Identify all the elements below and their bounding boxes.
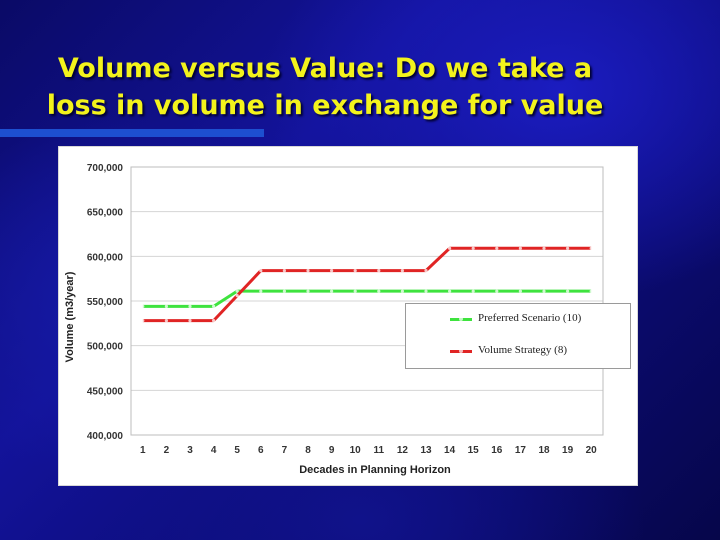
data-point-volume-strategy-8: [259, 269, 263, 273]
data-point-preferred-scenario-10: [282, 289, 286, 293]
title-underline-bar: [0, 129, 264, 137]
y-tick-label: 600,000: [87, 252, 124, 263]
y-tick-label: 650,000: [87, 208, 124, 219]
x-tick-label: 14: [444, 445, 456, 456]
data-point-preferred-scenario-10: [566, 289, 570, 293]
x-tick-label: 20: [586, 445, 598, 456]
data-point-preferred-scenario-10: [424, 289, 428, 293]
data-point-volume-strategy-8: [282, 269, 286, 273]
x-tick-label: 11: [374, 445, 385, 456]
y-tick-label: 500,000: [87, 342, 124, 353]
data-point-volume-strategy-8: [330, 269, 334, 273]
data-point-volume-strategy-8: [518, 246, 522, 250]
data-point-volume-strategy-8: [164, 319, 168, 323]
data-point-volume-strategy-8: [542, 246, 546, 250]
x-tick-label: 19: [562, 445, 574, 456]
data-point-preferred-scenario-10: [377, 289, 381, 293]
data-point-volume-strategy-8: [566, 246, 570, 250]
y-axis-title: Volume (m3/year): [64, 271, 76, 362]
y-tick-label: 700,000: [87, 163, 124, 174]
slide-title: Volume versus Value: Do we take a loss i…: [0, 50, 650, 124]
legend-label-preferred-scenario: Preferred Scenario (10): [478, 312, 582, 324]
data-point-volume-strategy-8: [471, 246, 475, 250]
x-tick-label: 8: [305, 445, 311, 456]
chart-frame: 400,000 450,000 500,000 550,000 600,000 650,0…: [58, 146, 638, 486]
x-tick-label: 18: [538, 445, 550, 456]
data-point-preferred-scenario-10: [518, 289, 522, 293]
data-point-volume-strategy-8: [424, 269, 428, 273]
data-point-volume-strategy-8: [306, 269, 310, 273]
data-point-preferred-scenario-10: [164, 304, 168, 308]
data-point-preferred-scenario-10: [259, 289, 263, 293]
data-point-preferred-scenario-10: [212, 304, 216, 308]
data-point-preferred-scenario-10: [306, 289, 310, 293]
data-point-volume-strategy-8: [212, 319, 216, 323]
data-point-preferred-scenario-10: [471, 289, 475, 293]
y-tick-label: 400,000: [87, 431, 124, 442]
x-tick-label: 10: [350, 445, 362, 456]
x-tick-label: 13: [420, 445, 432, 456]
x-tick-label: 3: [187, 445, 193, 456]
series-line-preferred-scenario-10: [142, 289, 592, 308]
data-point-volume-strategy-8: [235, 294, 239, 298]
y-tick-label: 550,000: [87, 297, 124, 308]
x-axis-title: Decades in Planning Horizon: [299, 464, 451, 476]
data-point-volume-strategy-8: [188, 319, 192, 323]
data-point-volume-strategy-8: [141, 319, 145, 323]
data-point-preferred-scenario-10: [542, 289, 546, 293]
x-tick-label: 9: [329, 445, 335, 456]
legend-marker-preferred-scenario: [459, 317, 463, 321]
data-point-volume-strategy-8: [495, 246, 499, 250]
legend-marker-volume-strategy: [459, 349, 463, 353]
x-tick-label: 2: [164, 445, 170, 456]
x-tick-label: 6: [258, 445, 264, 456]
data-point-volume-strategy-8: [400, 269, 404, 273]
series-line-volume-strategy-8: [142, 246, 592, 323]
x-tick-label: 17: [515, 445, 527, 456]
data-point-preferred-scenario-10: [495, 289, 499, 293]
y-tick-label: 450,000: [87, 386, 124, 397]
data-point-preferred-scenario-10: [400, 289, 404, 293]
data-point-preferred-scenario-10: [448, 289, 452, 293]
slide-title-line-2: loss in volume in exchange for value: [46, 90, 604, 121]
data-point-volume-strategy-8: [589, 246, 593, 250]
x-tick-label: 12: [397, 445, 409, 456]
x-tick-label: 15: [468, 445, 480, 456]
data-point-preferred-scenario-10: [235, 289, 239, 293]
data-point-preferred-scenario-10: [353, 289, 357, 293]
x-tick-label: 5: [234, 445, 240, 456]
x-tick-label: 16: [491, 445, 503, 456]
data-point-preferred-scenario-10: [589, 289, 593, 293]
line-chart: 400,000 450,000 500,000 550,000 600,000 650,0…: [64, 163, 604, 476]
x-tick-label: 4: [211, 445, 217, 456]
data-point-preferred-scenario-10: [188, 304, 192, 308]
data-point-volume-strategy-8: [353, 269, 357, 273]
x-tick-label: 1: [140, 445, 146, 456]
plot-area-border: [130, 166, 604, 436]
chart-legend: Preferred Scenario (10) Volume Strategy …: [405, 303, 631, 369]
slide-title-line-1: Volume versus Value: Do we take a: [57, 53, 593, 84]
data-point-volume-strategy-8: [377, 269, 381, 273]
data-point-preferred-scenario-10: [141, 304, 145, 308]
legend-label-volume-strategy: Volume Strategy (8): [478, 344, 568, 356]
legend-item-volume-strategy: Volume Strategy (8): [406, 341, 630, 363]
data-point-volume-strategy-8: [448, 246, 452, 250]
data-point-preferred-scenario-10: [330, 289, 334, 293]
legend-item-preferred-scenario: Preferred Scenario (10): [406, 309, 630, 331]
x-tick-label: 7: [282, 445, 288, 456]
